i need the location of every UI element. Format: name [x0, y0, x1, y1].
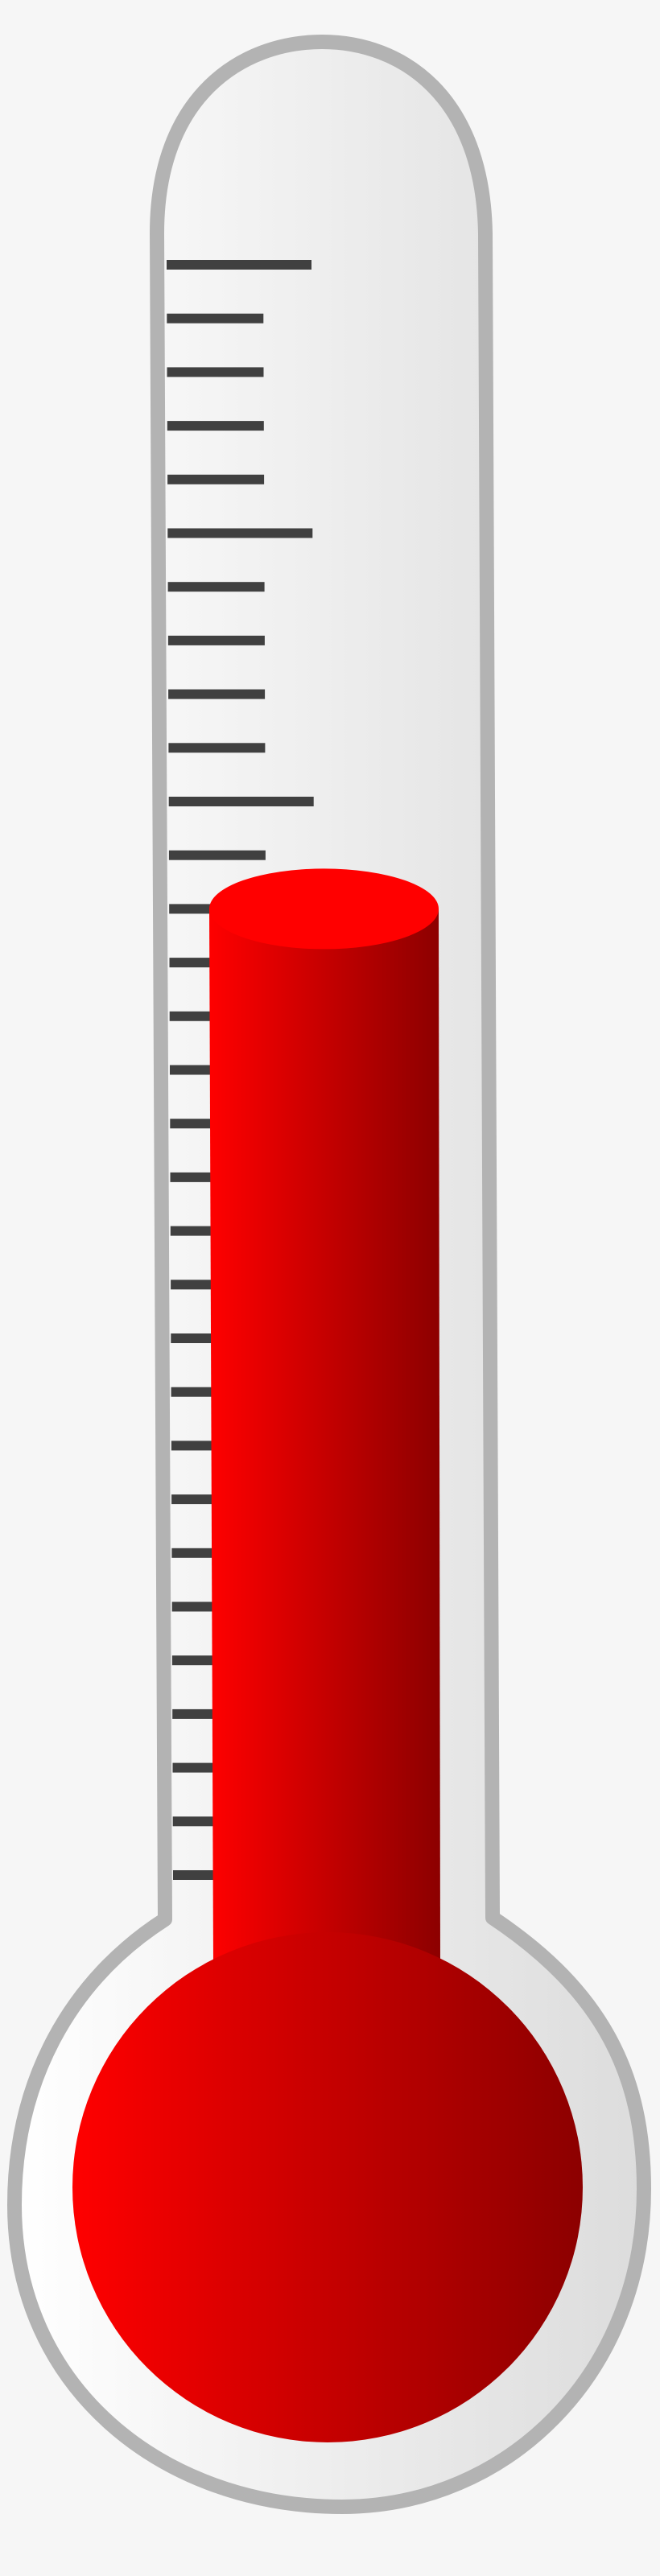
mercury-top	[209, 868, 439, 950]
minor-tick	[167, 421, 264, 431]
minor-tick	[167, 474, 265, 484]
minor-tick	[167, 367, 264, 377]
minor-tick	[168, 743, 266, 753]
major-tick	[167, 260, 311, 270]
minor-tick	[168, 850, 266, 860]
minor-tick	[168, 689, 266, 699]
minor-tick	[167, 313, 264, 324]
mercury-bulb	[72, 1932, 583, 2442]
minor-tick	[167, 635, 265, 645]
mercury-tube	[209, 909, 440, 1964]
minor-tick	[167, 582, 265, 592]
major-tick	[167, 528, 313, 538]
major-tick	[168, 797, 314, 806]
mercury-column	[209, 868, 440, 1964]
